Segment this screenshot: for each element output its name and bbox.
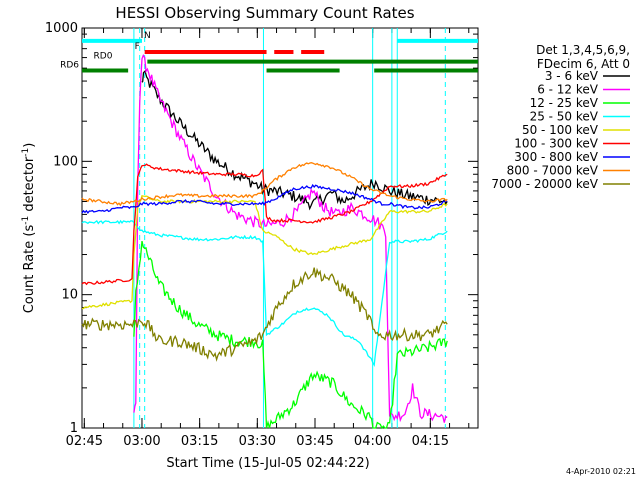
footer-timestamp: 4-Apr-2010 02:21 [566,467,636,476]
series-line-1 [133,53,448,423]
series-line-8 [81,267,448,362]
plot-frame [81,27,479,429]
x-tick-label: 03:30 [239,434,276,449]
series-line-5 [81,163,448,286]
x-axis-label: Start Time (15-Jul-05 02:44:22) [166,456,369,471]
series-line-0 [141,69,448,211]
y-tick-label: 100 [53,154,78,169]
legend-label-4: 50 - 100 keV [522,123,599,137]
chart-title: HESSI Observing Summary Count Rates [115,4,414,22]
x-tick-label: 02:45 [66,434,103,449]
x-tick-label: 04:00 [354,434,391,449]
legend-label-6: 300 - 800 keV [514,150,598,164]
plot-layer: 1 10 100 1000 02:45 03:00 03:15 03:30 03:45 04:00… [45,21,630,449]
y-axis-label-sup: -1 [21,216,31,225]
x-tick-label: 03:45 [296,434,333,449]
y-axis-label-sup-2: -1 [21,148,31,157]
legend-label-5: 100 - 300 keV [514,137,598,151]
y-tick-label: 10 [61,288,78,303]
y-tick-label: 1 [70,421,78,436]
y-axis-label: Count Rate (s-1 detector-1) [21,143,37,314]
y-tick-label: 1000 [45,21,78,36]
status-label-rd6: RD6 [60,61,79,71]
x-tick-label: 03:15 [181,434,218,449]
x-tick-label: 03:00 [123,434,160,449]
legend-label-3: 25 - 50 keV [530,110,599,124]
status-label-f: F [135,42,140,52]
series-line-7 [81,162,448,207]
status-label-n: N [144,31,151,41]
series-line-3 [81,219,448,368]
y-axis-label-suffix: detector [22,156,37,216]
legend-label-7: 800 - 7000 keV [507,164,599,178]
legend-label-8: 7000 - 20000 keV [491,177,598,191]
legend-title-line-2: FDecim 6, Att 0 [537,57,630,71]
series-line-6 [81,183,448,214]
legend-label-2: 12 - 25 keV [530,96,599,110]
series-line-4 [82,195,448,310]
series-line-2 [133,240,448,430]
x-tick-label: 04:15 [412,434,449,449]
legend-title-line-1: Det 1,3,4,5,6,9, [536,43,630,57]
legend-label-0: 3 - 6 keV [545,69,599,83]
y-axis-label-end: ) [22,143,37,148]
y-axis-label-prefix: Count Rate (s [22,225,37,314]
status-label-rd0: RD0 [94,52,113,62]
legend-label-1: 6 - 12 keV [537,83,599,97]
